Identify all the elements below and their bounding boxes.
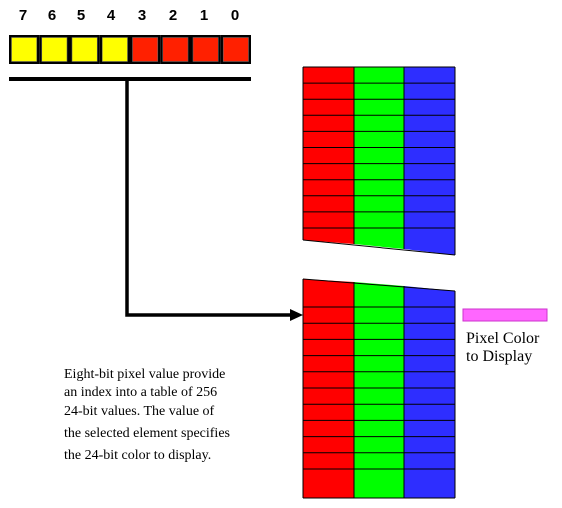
- table-top-blue-column: [404, 67, 455, 255]
- pixel-color-label-line1: Pixel Color: [466, 330, 540, 347]
- bit-underline-bar: [9, 77, 251, 81]
- index-connector-line: [125, 81, 292, 317]
- description-line-4: the selected element specifies: [64, 426, 230, 441]
- table-bottom-row-lines: [303, 306, 455, 470]
- bit-cell-fill: [162, 37, 189, 62]
- table-top-green-column: [354, 67, 404, 249]
- bit-number-0: 0: [231, 7, 239, 24]
- description-line-3: 24-bit values. The value of: [64, 404, 215, 419]
- pixel-bit-cells: [9, 35, 251, 64]
- bit-number-5: 5: [77, 7, 85, 24]
- bit-cell-fill: [41, 37, 68, 62]
- bit-cell-fill: [11, 37, 38, 62]
- description-line-5: the 24-bit color to display.: [64, 448, 211, 463]
- bit-cell-fill: [71, 37, 98, 62]
- table-bottom-blue-column: [404, 286, 455, 498]
- bit-cell-fill: [101, 37, 128, 62]
- bit-number-4: 4: [107, 7, 116, 24]
- description-text: Eight-bit pixel value provide an index i…: [64, 367, 230, 463]
- table-top-row-lines: [303, 66, 455, 229]
- bit-cell-fill: [192, 37, 219, 62]
- colormap-table-bottom: [302, 278, 456, 499]
- bit-number-2: 2: [169, 7, 177, 24]
- bit-number-3: 3: [138, 7, 146, 24]
- bit-numbers: 7 6 5 4 3 2 1 0: [19, 7, 239, 24]
- index-arrowhead: [290, 309, 303, 321]
- pixel-color-label-line2: to Display: [466, 348, 532, 365]
- description-line-1: Eight-bit pixel value provide: [64, 367, 225, 382]
- bit-number-6: 6: [48, 7, 56, 24]
- bit-number-7: 7: [19, 7, 27, 24]
- bit-cell-fill: [132, 37, 159, 62]
- table-top-red-column: [303, 67, 354, 244]
- bit-cell-fill: [222, 37, 249, 62]
- colormap-table-top: [302, 66, 456, 256]
- description-line-2: an index into a table of 256: [64, 385, 217, 400]
- pixel-color-swatch: [462, 308, 548, 322]
- bit-number-1: 1: [200, 7, 208, 24]
- table-bottom-green-column: [354, 282, 404, 498]
